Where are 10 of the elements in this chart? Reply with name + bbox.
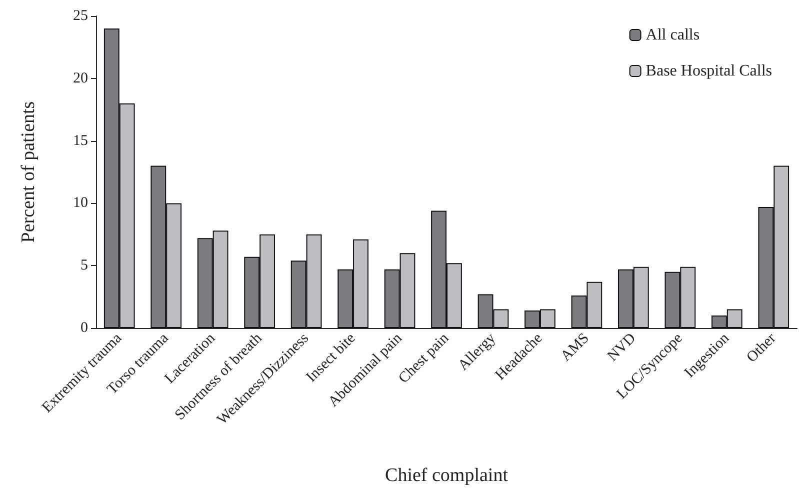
- legend-label: All calls: [646, 26, 700, 44]
- y-tick-label: 0: [80, 320, 88, 336]
- y-tick-label: 25: [73, 8, 88, 24]
- y-tick-label: 20: [73, 70, 88, 86]
- y-tick-label: 5: [80, 258, 88, 274]
- x-axis-title: Chief complaint: [385, 465, 509, 486]
- y-axis-title: Percent of patients: [18, 101, 39, 243]
- y-tick-label: 10: [73, 195, 88, 212]
- legend-label: Base Hospital Calls: [646, 62, 772, 80]
- y-tick-label: 15: [73, 132, 88, 149]
